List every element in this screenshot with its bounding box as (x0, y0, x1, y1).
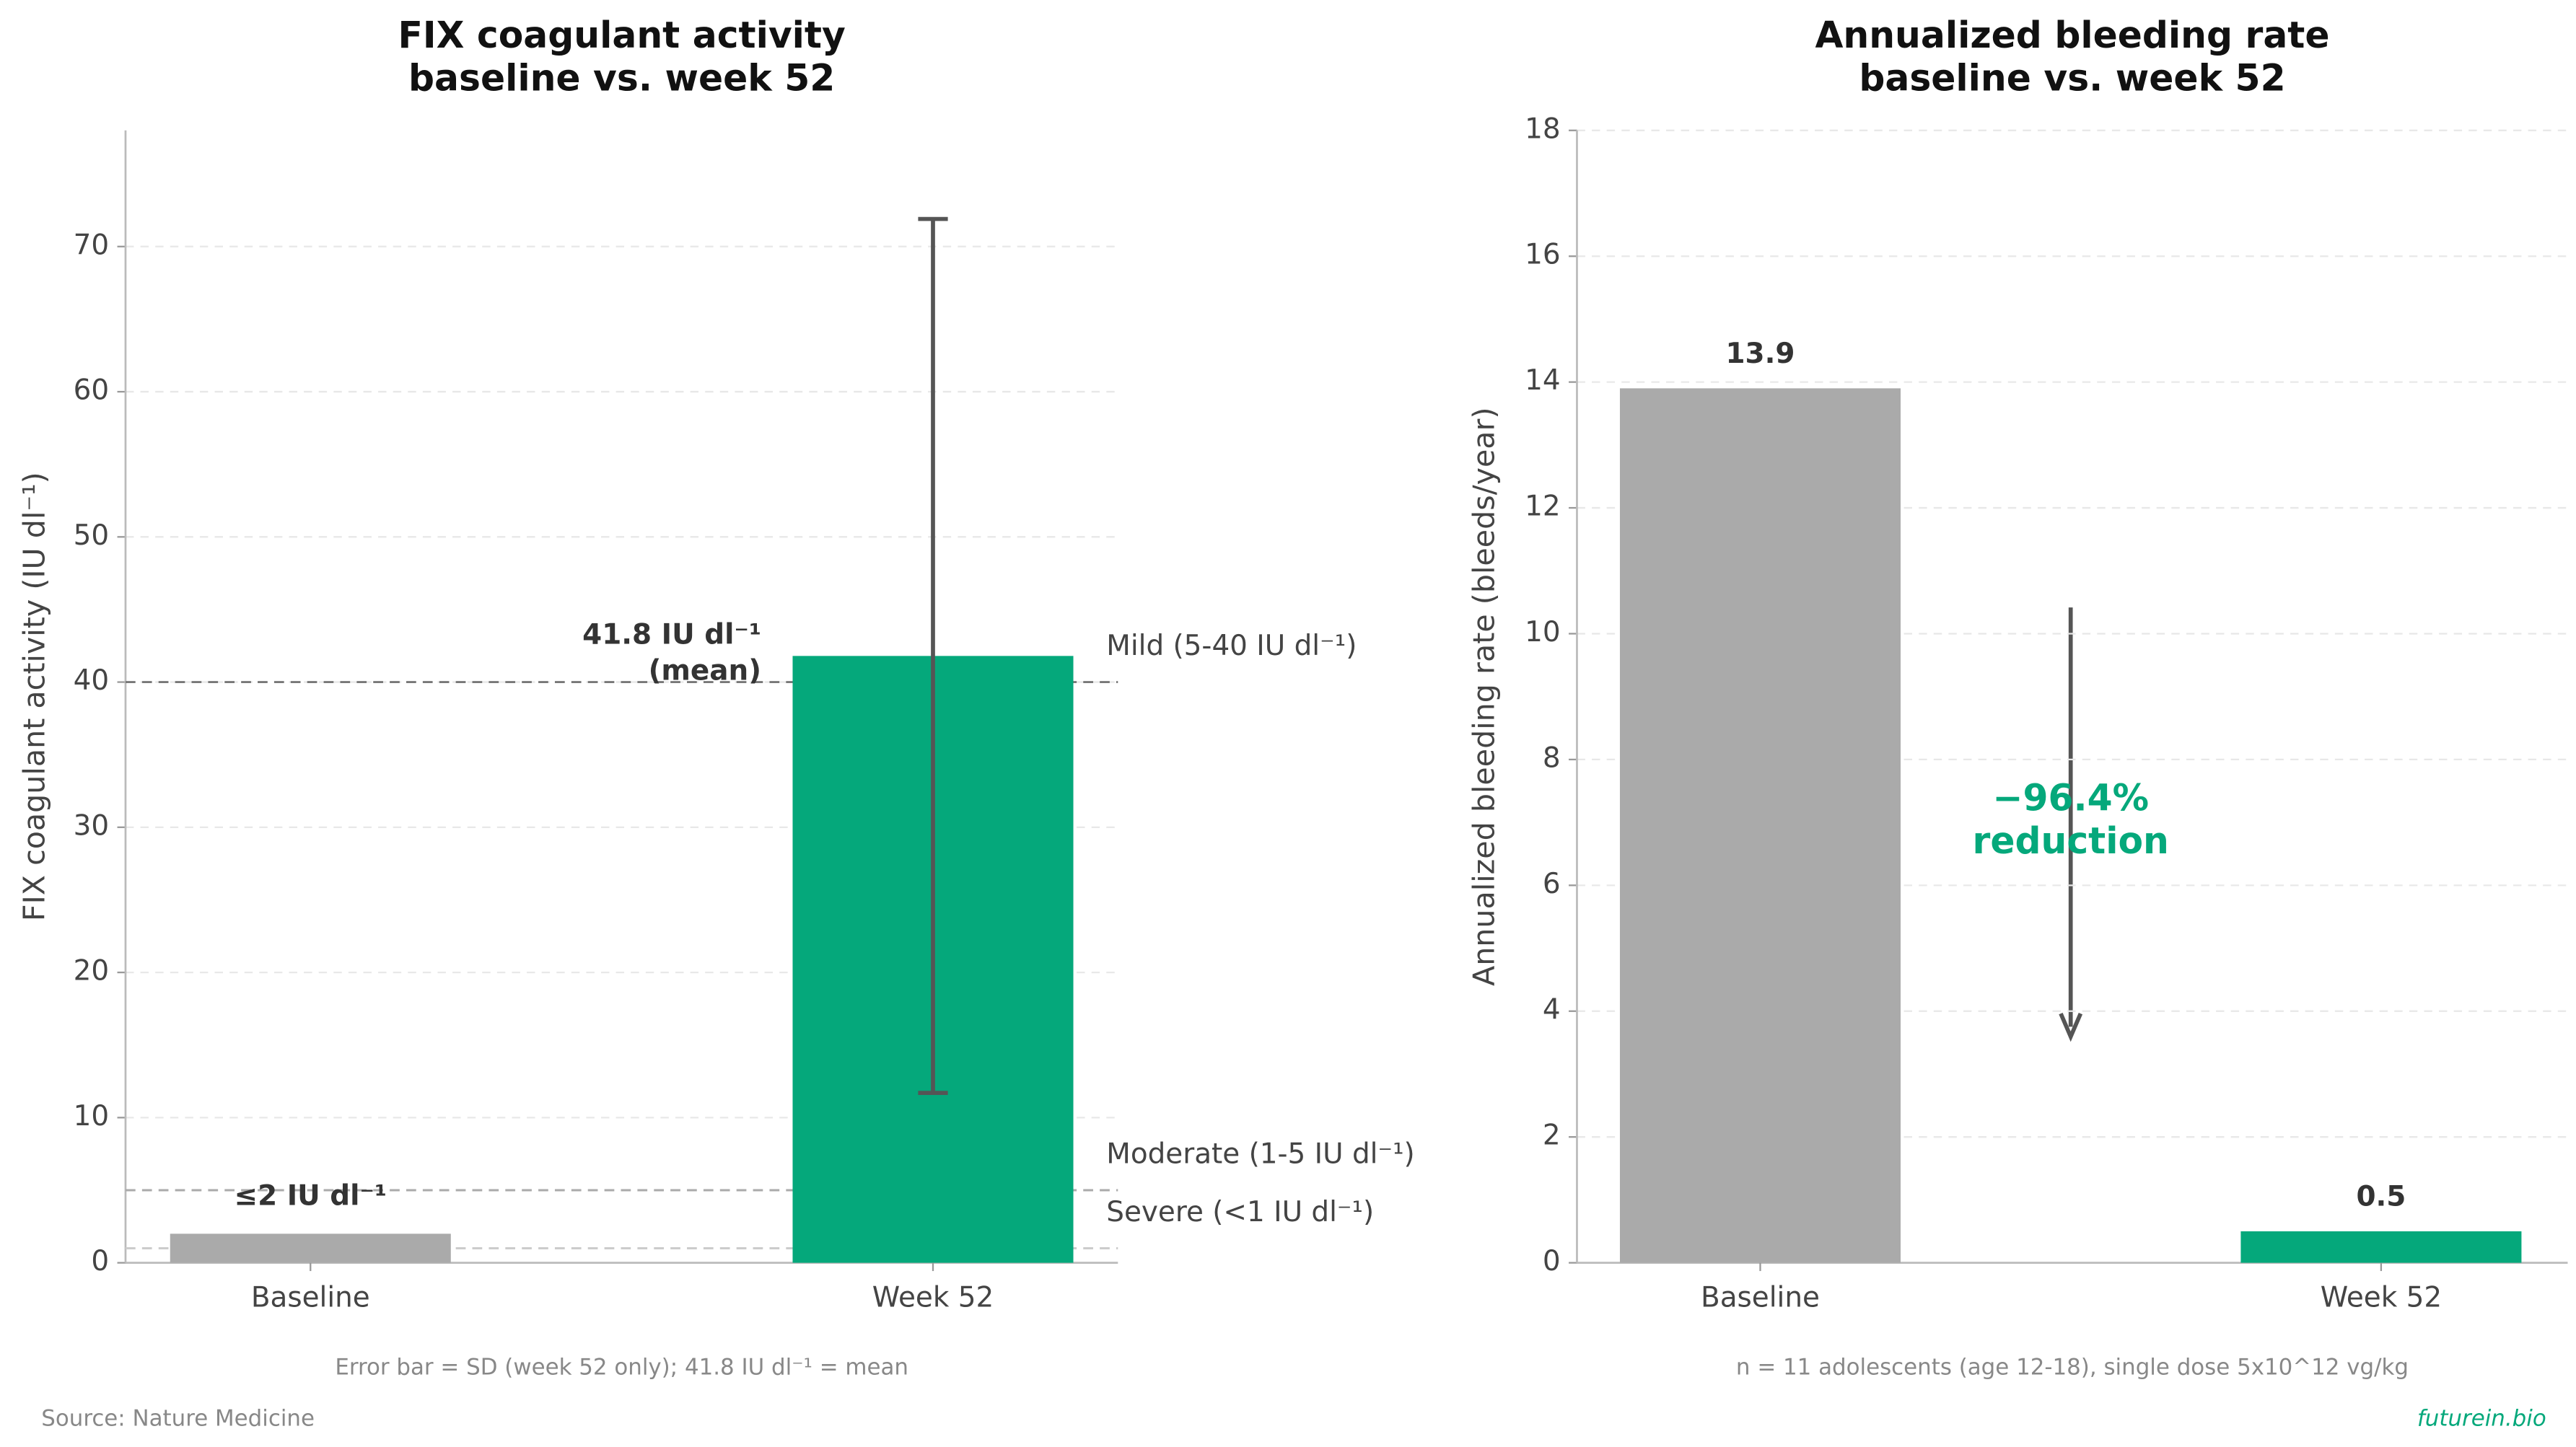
x-tick-label: Baseline (1701, 1281, 1820, 1314)
y-tick-label: 40 (74, 664, 110, 697)
y-tick-label: 0 (1543, 1245, 1561, 1277)
value-label: (mean) (649, 655, 761, 687)
y-tick-label: 70 (74, 229, 110, 261)
y-tick-label: 8 (1543, 742, 1561, 774)
y-tick-label: 18 (1525, 113, 1561, 145)
y-tick-label: 2 (1543, 1120, 1561, 1152)
reference-label: Moderate (1-5 IU dl⁻¹) (1106, 1138, 1414, 1170)
chart-title: baseline vs. week 52 (1859, 57, 2285, 100)
bar (2240, 1231, 2522, 1263)
y-tick-label: 10 (1525, 616, 1561, 648)
bar (1619, 388, 1901, 1263)
value-label: 13.9 (1725, 338, 1795, 370)
y-tick-label: 50 (74, 519, 110, 552)
y-tick-label: 20 (74, 955, 110, 988)
chart-title: baseline vs. week 52 (408, 57, 835, 100)
y-tick-label: 10 (74, 1100, 110, 1132)
reduction-arrowhead (2059, 1012, 2083, 1042)
brand: futurein.bio (2417, 1406, 2546, 1432)
chart-title: Annualized bleeding rate (1815, 14, 2329, 56)
footnote: n = 11 adolescents (age 12-18), single d… (1736, 1355, 2409, 1381)
chart-title: FIX coagulant activity (398, 14, 845, 56)
y-axis-label: FIX coagulant activity (IU dl⁻¹) (17, 472, 51, 921)
x-tick-label: Week 52 (872, 1281, 994, 1314)
y-tick-label: 16 (1525, 239, 1561, 271)
y-tick-label: 6 (1543, 868, 1561, 900)
source: Source: Nature Medicine (41, 1406, 315, 1432)
annotation: reduction (1973, 819, 2169, 862)
x-tick-label: Baseline (251, 1281, 370, 1314)
reference-label: Severe (<1 IU dl⁻¹) (1106, 1196, 1374, 1228)
footnote: Error bar = SD (week 52 only); 41.8 IU d… (335, 1355, 908, 1381)
value-label: 0.5 (2356, 1181, 2406, 1213)
y-tick-label: 4 (1543, 993, 1561, 1026)
x-tick-label: Week 52 (2321, 1281, 2442, 1314)
y-tick-label: 14 (1525, 364, 1561, 397)
value-label: 41.8 IU dl⁻¹ (582, 618, 761, 651)
y-tick-label: 30 (74, 809, 110, 842)
bar (170, 1233, 451, 1263)
annotation: −96.4% (1992, 776, 2149, 819)
reference-label: Mild (5-40 IU dl⁻¹) (1106, 630, 1357, 662)
value-label: ≤2 IU dl⁻¹ (235, 1180, 387, 1213)
y-tick-label: 12 (1525, 491, 1561, 523)
y-axis-label: Annualized bleeding rate (bleeds/year) (1467, 407, 1502, 986)
y-tick-label: 60 (74, 374, 110, 407)
y-tick-label: 0 (91, 1245, 109, 1277)
